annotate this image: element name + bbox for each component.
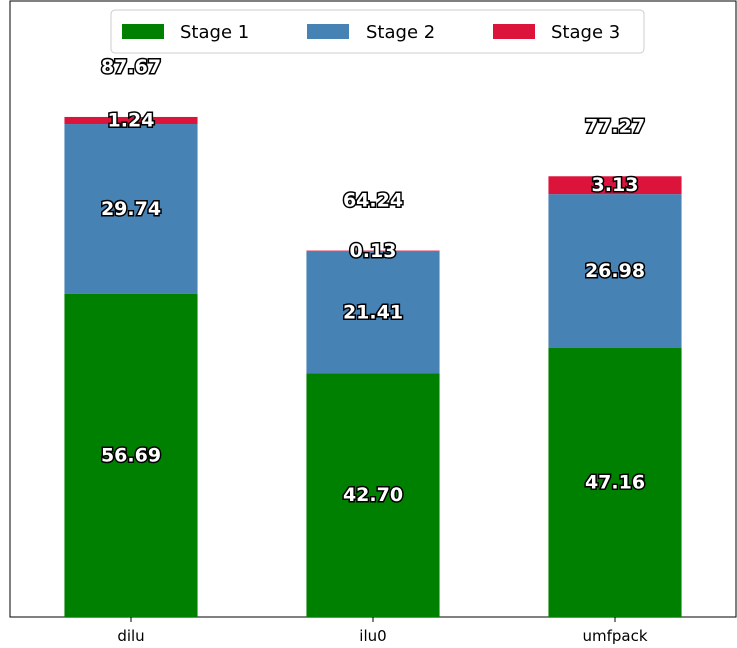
legend-swatch-stage-1: [122, 24, 164, 39]
legend-swatch-stage-3: [493, 24, 535, 39]
legend-label-stage-3: Stage 3: [551, 22, 620, 43]
x-tick-label-dilu: dilu: [117, 627, 144, 645]
bar-stage-3-dilu: [64, 116, 198, 125]
data-label-stage-1-ilu0: 42.70: [343, 484, 403, 506]
legend-swatch-stage-2: [307, 24, 349, 39]
total-label-umfpack: 77.27: [585, 115, 645, 137]
bar-stage-2-ilu0: [306, 251, 440, 374]
x-axis: dilu ilu0 umfpack: [117, 617, 648, 645]
legend-entry-stage-3: Stage 3: [493, 22, 620, 43]
legend-entry-stage-1: Stage 1: [122, 22, 249, 43]
legend-label-stage-2: Stage 2: [366, 22, 435, 43]
data-label-stage-3-dilu: 1.24: [108, 109, 155, 131]
data-label-stage-3-umfpack: 3.13: [592, 174, 639, 196]
legend-box: [110, 9, 645, 54]
bar-stage-2-umfpack: [548, 194, 682, 349]
data-label-stage-2-dilu: 29.74: [101, 198, 161, 220]
data-label-stage-1-umfpack: 47.16: [585, 472, 645, 494]
bar-stage-3-umfpack: [548, 176, 682, 195]
bar-stage-1-dilu: [64, 293, 198, 617]
bar-stage-1-umfpack: [548, 348, 682, 617]
x-tick-label-umfpack: umfpack: [582, 627, 647, 645]
bars-layer: [64, 116, 682, 617]
legend-label-stage-1: Stage 1: [180, 22, 249, 43]
total-label-ilu0: 64.24: [343, 190, 403, 212]
total-label-dilu: 87.67: [101, 56, 161, 78]
legend-entry-stage-2: Stage 2: [307, 22, 435, 43]
data-label-stage-3-ilu0: 0.13: [350, 240, 397, 262]
data-label-stage-2-umfpack: 26.98: [585, 260, 645, 282]
bar-stage-3-ilu0: [306, 250, 440, 252]
labels-layer: 56.69 29.74 1.24 87.67 42.70 21.41 0.13 64.24 47…: [99, 54, 646, 507]
bar-stage-2-dilu: [64, 124, 198, 294]
x-tick-label-ilu0: ilu0: [359, 627, 386, 645]
bar-stage-1-ilu0: [306, 373, 440, 617]
data-label-stage-2-ilu0: 21.41: [343, 301, 403, 323]
data-label-stage-1-dilu: 56.69: [101, 444, 161, 466]
legend: Stage 1 Stage 2 Stage 3: [110, 9, 645, 54]
